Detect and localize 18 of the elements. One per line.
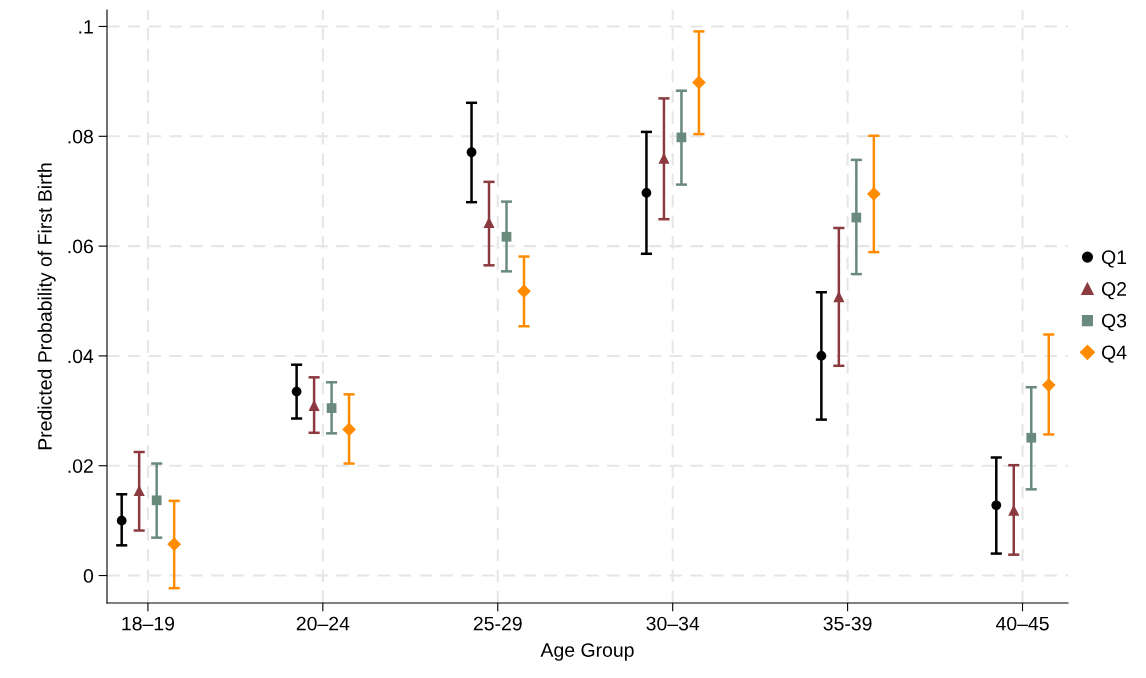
- x-tick-label: 30–34: [646, 616, 700, 631]
- x-tick-label: 40–45: [995, 616, 1049, 631]
- legend-label: Q2: [1101, 282, 1127, 300]
- y-axis-title: Predicted Probability of First Birth: [37, 163, 56, 450]
- y-tick-label: 0: [83, 569, 94, 583]
- x-axis-title: Age Group: [540, 643, 634, 661]
- y-tick-label: .04: [68, 349, 94, 364]
- y-tick-label: .1: [79, 20, 93, 34]
- legend-label: Q1: [1101, 250, 1127, 268]
- x-tick-label: 18–19: [122, 616, 175, 631]
- y-tick-label: .02: [68, 459, 93, 473]
- legend-label: Q3: [1101, 313, 1127, 332]
- x-tick-label: 20–24: [296, 616, 350, 631]
- y-tick-label: .06: [68, 239, 93, 254]
- x-tick-label: 35-39: [823, 616, 872, 631]
- legend-label: Q4: [1101, 345, 1127, 363]
- y-tick-label: .08: [68, 129, 93, 144]
- x-tick-label: 25-29: [473, 616, 522, 631]
